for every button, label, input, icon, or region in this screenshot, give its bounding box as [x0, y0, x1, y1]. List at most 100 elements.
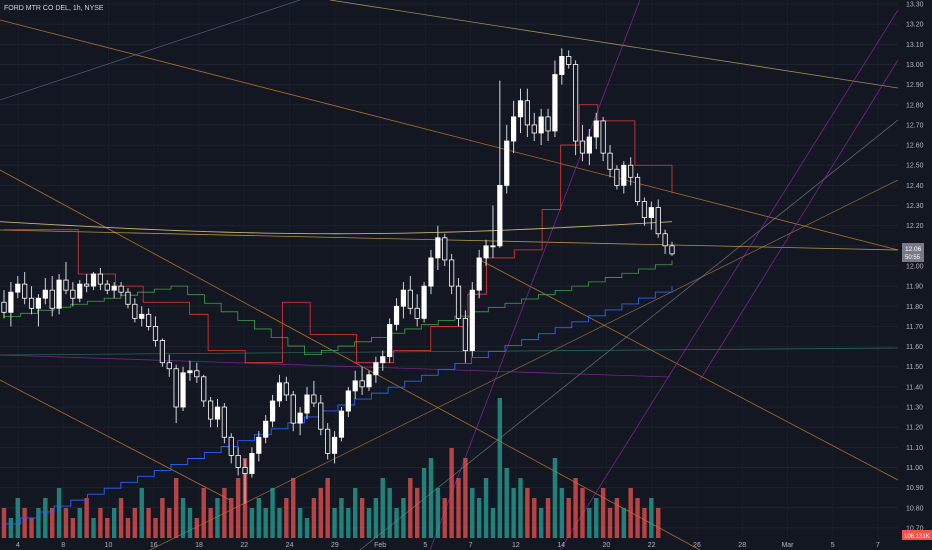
volume-bar — [91, 518, 96, 538]
volume-bar — [621, 508, 626, 538]
candle-body — [283, 382, 289, 396]
trend-line — [0, 354, 671, 378]
price-axis[interactable]: 13.30 13.20 13.10 13.00 12.90 12.80 12.70 12.60… — [906, 2, 924, 533]
red-step-line — [4, 104, 673, 364]
y-tick-label: 13.30 — [906, 2, 924, 9]
candle-body — [297, 412, 303, 424]
volume-bar — [118, 498, 124, 538]
trend-line — [699, 59, 899, 381]
candle-body — [325, 428, 331, 454]
candle-body — [366, 374, 372, 388]
x-tick-label: Feb — [374, 542, 386, 549]
volume-bar — [304, 518, 310, 538]
volume-badge: 106.131K — [902, 530, 932, 540]
price-badge: 12.06 50:55 — [902, 243, 924, 262]
candle-body — [235, 454, 241, 468]
volume-bar — [139, 488, 144, 538]
grid — [0, 3, 898, 529]
y-tick-label: 11.40 — [906, 384, 923, 391]
x-tick-label: 29 — [331, 542, 339, 549]
volume-bar — [132, 508, 138, 538]
volume-bar — [428, 458, 434, 538]
candle-body — [593, 120, 599, 138]
volume-bar — [249, 508, 255, 538]
volume-bar — [497, 398, 503, 538]
candle-body — [249, 452, 255, 474]
volume-bar — [63, 508, 69, 538]
x-tick-label: 7 — [469, 542, 473, 549]
candle-body — [442, 237, 448, 261]
volume-bar — [442, 498, 447, 538]
volume-bar — [421, 468, 427, 538]
candle-body — [607, 152, 613, 170]
candle-body — [545, 116, 551, 132]
candle-body — [641, 201, 648, 219]
candle-body — [194, 370, 200, 378]
candle-body — [125, 291, 131, 305]
candle-body — [97, 273, 104, 285]
volume-bar — [470, 488, 475, 538]
time-axis[interactable]: 4 8 10 16 18 22 24 29 Feb 5 7 12 14 20 22 26 28 Mar 5 7 — [16, 542, 880, 549]
candle-body — [8, 291, 14, 313]
candle-body — [352, 380, 358, 392]
candle-body — [414, 307, 420, 319]
candle-body — [421, 285, 427, 319]
candle-body — [63, 279, 69, 291]
candle-body — [400, 289, 407, 307]
volume-bar — [84, 498, 89, 538]
candle-body — [359, 380, 365, 388]
candle-body — [269, 400, 276, 422]
y-tick-label: 12.20 — [906, 223, 924, 230]
candle-body — [338, 410, 345, 438]
candle-body — [517, 100, 524, 118]
volume-bar — [483, 478, 489, 538]
candle-body — [304, 394, 310, 414]
candle-body — [49, 289, 55, 309]
candle-body — [669, 245, 675, 255]
candle-body — [35, 297, 42, 309]
indicators — [0, 104, 673, 525]
trend-line — [359, 119, 899, 550]
candle-body — [428, 257, 434, 287]
volume-bar — [532, 498, 537, 538]
candle-body — [15, 283, 21, 293]
volume-bar — [1, 508, 7, 538]
volume-bar — [215, 498, 220, 538]
volume-bar — [380, 478, 385, 538]
candle-body — [476, 257, 482, 291]
candle-body — [228, 436, 234, 456]
volume-bars — [1, 398, 661, 538]
candle-body — [139, 313, 145, 319]
volume-bar — [566, 498, 571, 538]
candle-body — [345, 390, 351, 412]
candle-body — [104, 283, 110, 291]
volume-bar — [111, 508, 117, 538]
volume-bar — [160, 498, 165, 538]
volume-bar — [387, 488, 392, 538]
volume-bar — [600, 488, 606, 538]
volume-bar — [291, 478, 296, 538]
x-tick-label: 16 — [150, 542, 158, 549]
candle-body — [449, 259, 455, 287]
trend-line — [0, 169, 701, 550]
candle-body — [132, 303, 138, 319]
y-tick-label: 12.40 — [906, 183, 924, 190]
volume-bar — [235, 478, 241, 538]
blue-step-line — [4, 286, 673, 525]
candle-body — [648, 207, 654, 219]
volume-bar — [649, 498, 654, 538]
candle-body — [118, 285, 124, 293]
candle-body — [1, 301, 7, 313]
volume-bar — [463, 458, 468, 538]
x-tick-label: 22 — [648, 542, 656, 549]
volume-bar — [180, 498, 186, 538]
volume-bar — [635, 498, 640, 538]
volume-bar — [70, 518, 76, 538]
candle-body — [70, 289, 76, 299]
y-tick-label: 10.80 — [906, 505, 924, 512]
y-tick-label: 12.50 — [906, 163, 924, 170]
moving-average-line — [0, 221, 673, 235]
volume-bar — [573, 478, 578, 538]
chart-title: FORD MTR CO DEL, 1h, NYSE — [4, 5, 104, 12]
